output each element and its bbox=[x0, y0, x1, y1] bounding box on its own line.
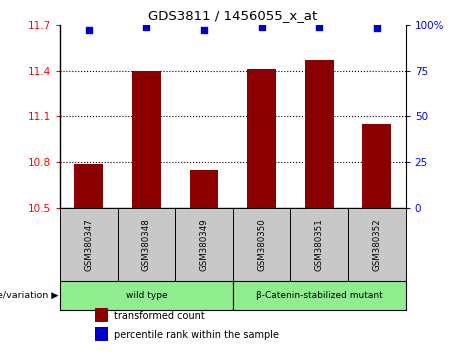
FancyBboxPatch shape bbox=[233, 281, 406, 310]
Bar bbox=[305, 60, 334, 208]
Point bbox=[258, 24, 266, 29]
Bar bbox=[247, 69, 276, 208]
FancyBboxPatch shape bbox=[348, 208, 406, 281]
Point bbox=[315, 24, 323, 29]
Point bbox=[200, 28, 207, 33]
FancyBboxPatch shape bbox=[118, 208, 175, 281]
Point bbox=[142, 24, 150, 29]
Text: genotype/variation ▶: genotype/variation ▶ bbox=[0, 291, 59, 300]
Title: GDS3811 / 1456055_x_at: GDS3811 / 1456055_x_at bbox=[148, 9, 318, 22]
Point bbox=[85, 28, 92, 33]
Text: GSM380349: GSM380349 bbox=[200, 218, 208, 271]
FancyBboxPatch shape bbox=[175, 208, 233, 281]
Text: percentile rank within the sample: percentile rank within the sample bbox=[113, 330, 278, 340]
FancyBboxPatch shape bbox=[233, 208, 290, 281]
FancyBboxPatch shape bbox=[60, 208, 118, 281]
Point bbox=[373, 25, 381, 31]
Text: GSM380352: GSM380352 bbox=[372, 218, 381, 271]
Text: wild type: wild type bbox=[125, 291, 167, 300]
Text: GSM380351: GSM380351 bbox=[315, 218, 324, 271]
Text: transformed count: transformed count bbox=[113, 311, 204, 321]
Bar bbox=[362, 124, 391, 208]
Bar bbox=[74, 164, 103, 208]
Bar bbox=[132, 70, 161, 208]
Bar bbox=[189, 170, 219, 208]
Text: GSM380350: GSM380350 bbox=[257, 218, 266, 271]
FancyBboxPatch shape bbox=[60, 281, 233, 310]
Text: GSM380348: GSM380348 bbox=[142, 218, 151, 271]
FancyBboxPatch shape bbox=[290, 208, 348, 281]
Text: GSM380347: GSM380347 bbox=[84, 218, 93, 271]
Bar bbox=[95, 308, 108, 322]
Text: β-Catenin-stabilized mutant: β-Catenin-stabilized mutant bbox=[256, 291, 383, 300]
Bar bbox=[95, 327, 108, 341]
